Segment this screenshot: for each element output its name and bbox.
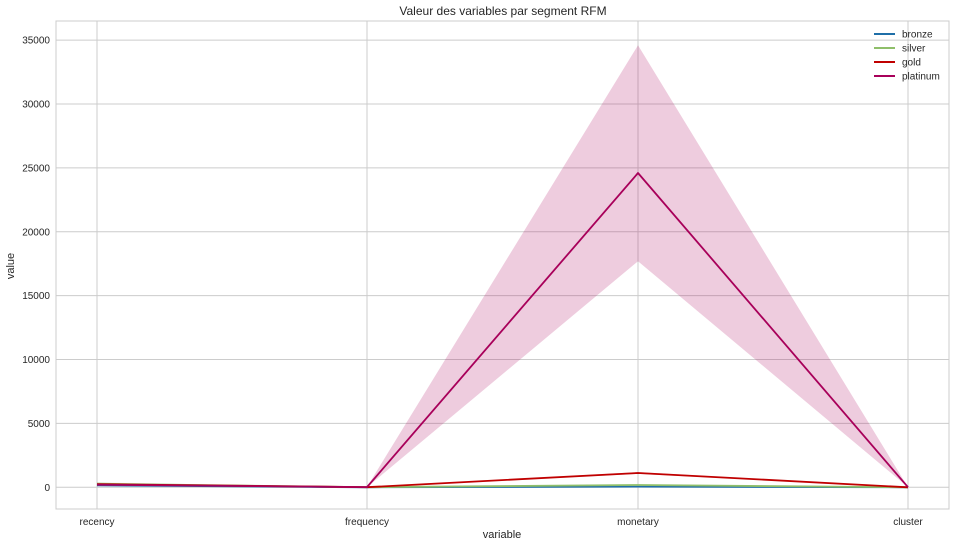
y-axis-label: value	[5, 253, 17, 279]
y-tick-label: 0	[44, 483, 50, 494]
x-tick-label: recency	[79, 517, 114, 528]
tick-label-layer: 0 5000 10000 15000 20000 25000 30000 35000 recen…	[22, 36, 923, 528]
grid-layer	[56, 21, 949, 509]
y-tick-label: 20000	[22, 227, 50, 238]
plot-area	[55, 20, 950, 510]
ci-band-platinum	[97, 45, 908, 488]
legend-label-silver: silver	[902, 44, 926, 55]
series-line-layer	[96, 172, 909, 489]
y-tick-label: 10000	[22, 355, 50, 366]
y-tick-label: 30000	[22, 100, 50, 111]
legend-label-platinum: platinum	[902, 72, 940, 83]
chart-title: Valeur des variables par segment RFM	[399, 4, 606, 18]
y-tick-label: 25000	[22, 163, 50, 174]
legend: bronze silver gold platinum	[874, 30, 940, 83]
x-tick-label: cluster	[893, 517, 923, 528]
y-tick-label: 5000	[28, 419, 51, 430]
x-tick-label: monetary	[617, 517, 659, 528]
x-axis-label: variable	[483, 529, 522, 541]
y-tick-label: 35000	[22, 36, 50, 47]
y-tick-label: 15000	[22, 291, 50, 302]
legend-label-gold: gold	[902, 58, 921, 69]
x-tick-label: frequency	[345, 517, 389, 528]
series-line-platinum	[96, 172, 909, 489]
legend-label-bronze: bronze	[902, 30, 933, 41]
